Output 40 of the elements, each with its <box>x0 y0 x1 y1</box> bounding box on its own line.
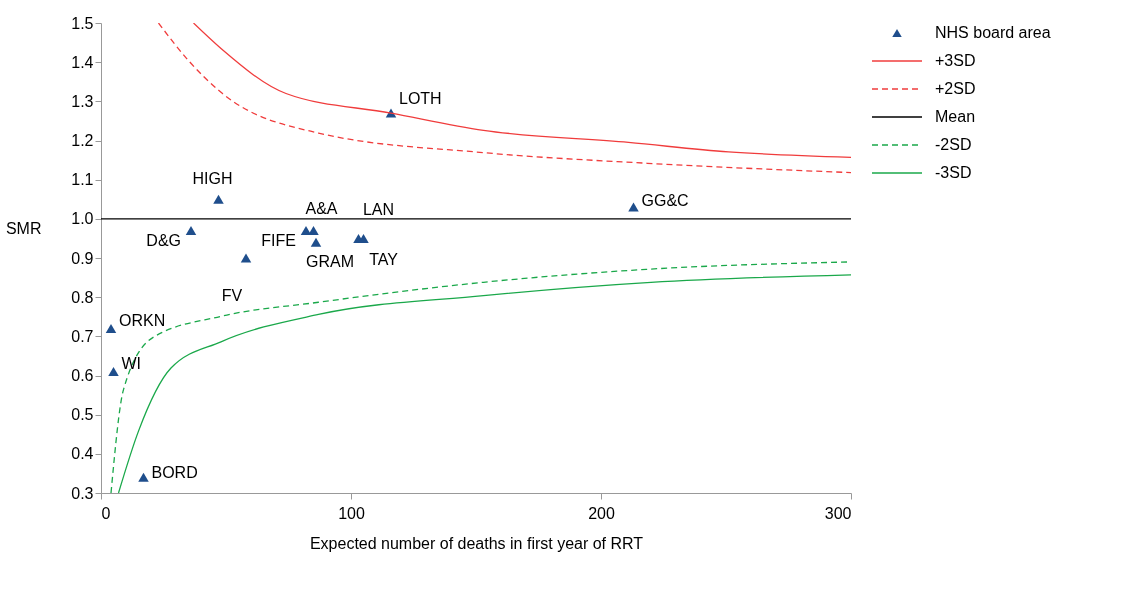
line-series <box>157 23 851 174</box>
y-tick-label: 0.9 <box>71 249 94 267</box>
annotation: A&A <box>305 199 338 217</box>
y-tick-label: 1.3 <box>71 92 94 110</box>
y-tick-label: 0.8 <box>71 288 94 306</box>
annotation: LAN <box>362 201 395 219</box>
x-tick-label: 0 <box>101 504 111 522</box>
annotation: FIFE <box>261 231 296 249</box>
legend-label: -3SD <box>935 164 972 181</box>
x-axis-title: Expected number of deaths in first year of RRT <box>309 534 644 552</box>
legend-label: -2SD <box>935 136 972 153</box>
annotation: D&G <box>146 231 181 249</box>
y-tick-label: 0.6 <box>71 367 94 384</box>
y-tick-label: 0.3 <box>71 484 94 502</box>
legend-label: Mean <box>935 108 976 125</box>
annotation: GG&C <box>641 192 689 210</box>
annotation: BORD <box>151 464 198 482</box>
legend-label: NHS board area <box>935 24 1051 41</box>
x-tick-label: 200 <box>588 504 615 522</box>
y-tick-label: 0.7 <box>71 327 94 345</box>
y-tick-label: 1.4 <box>71 53 94 71</box>
y-axis-title: SMR <box>5 220 42 238</box>
x-tick-label: 300 <box>824 504 852 522</box>
annotation: GRAM <box>306 253 354 271</box>
line-series <box>192 23 851 158</box>
legend-label: +2SD <box>935 80 976 97</box>
annotation: TAY <box>369 251 399 269</box>
legend-label: +3SD <box>935 52 976 69</box>
x-tick-label: 100 <box>338 504 365 522</box>
y-tick-label: 0.5 <box>71 406 94 424</box>
y-tick-label: 1.2 <box>71 132 94 149</box>
annotation: LOTH <box>399 90 442 108</box>
annotation: FV <box>221 287 243 304</box>
y-tick-label: 1.0 <box>71 210 94 228</box>
y-tick-label: 1.1 <box>71 171 94 189</box>
annotation: WI <box>121 354 142 372</box>
annotation: ORKN <box>119 311 166 329</box>
annotation: HIGH <box>192 170 233 188</box>
y-tick-label: 1.5 <box>71 14 94 32</box>
y-tick-label: 0.4 <box>71 445 94 463</box>
